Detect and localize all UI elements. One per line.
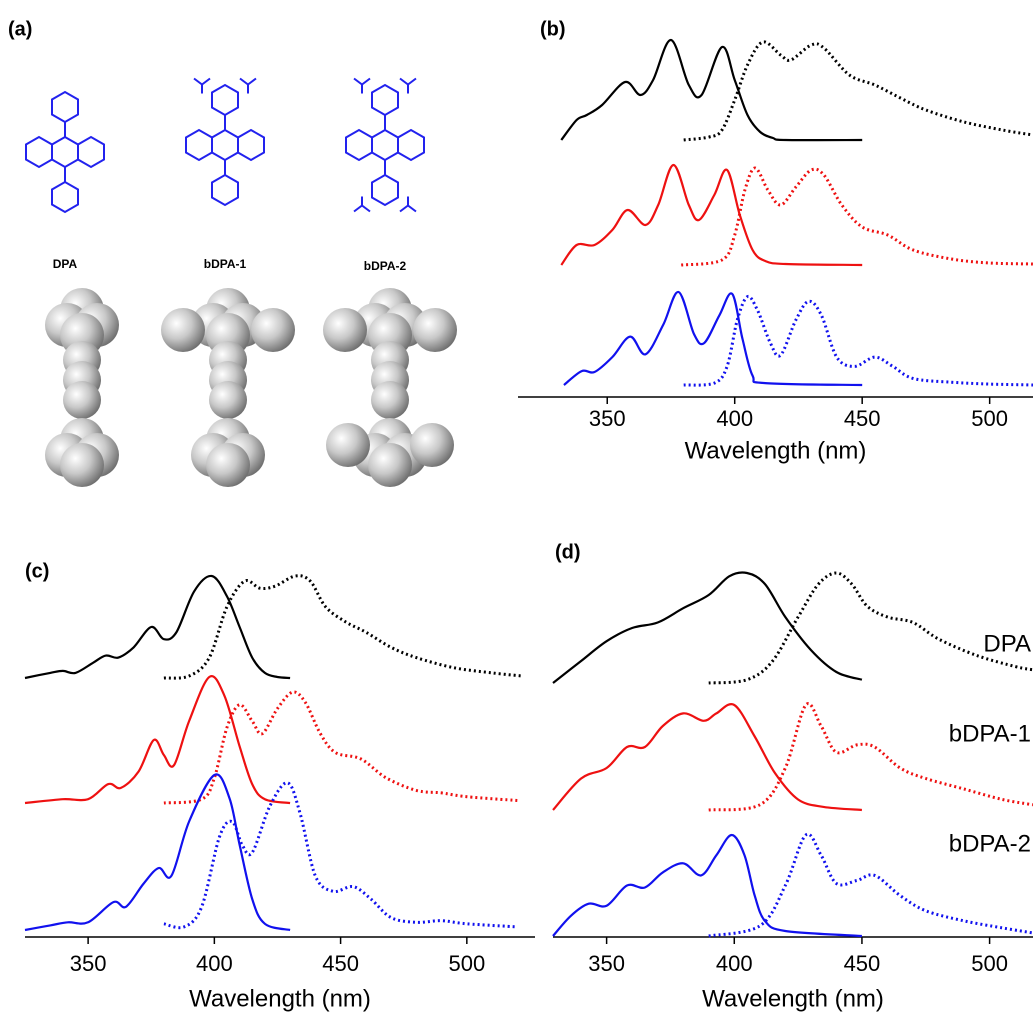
- ring: [78, 137, 104, 167]
- chart: (d) 350 400 450 500 Wavelength (nm) DPA bDPA-1 b…: [553, 541, 1033, 1012]
- ring: [398, 130, 424, 160]
- x-axis-label: Wavelength (nm): [189, 985, 371, 1012]
- ring: [186, 130, 212, 160]
- absorption-line: [564, 292, 862, 385]
- annotation: DPA: [983, 630, 1031, 657]
- annotation: bDPA-1: [949, 720, 1031, 747]
- absorption-line: [25, 676, 290, 803]
- x-axis-label: Wavelength (nm): [685, 437, 867, 464]
- atom: [410, 423, 454, 467]
- atom: [63, 381, 101, 419]
- bond: [202, 79, 210, 85]
- absorption-line: [553, 572, 862, 683]
- emission-line: [164, 692, 517, 803]
- bond: [408, 79, 416, 85]
- bond: [400, 79, 408, 85]
- atom: [326, 423, 370, 467]
- atom: [206, 443, 250, 487]
- atom: [371, 381, 409, 419]
- molecule-label: bDPA-2: [364, 259, 407, 273]
- space-filling-models: [45, 288, 457, 487]
- ring: [52, 137, 78, 167]
- panel-label: (c): [25, 560, 49, 582]
- atom: [209, 381, 247, 419]
- absorption-line: [25, 576, 290, 678]
- chart: (b) 350 400 450 500 Wavelength (nm): [518, 18, 1033, 464]
- absorption-line: [553, 835, 862, 936]
- emission-line: [164, 576, 523, 678]
- figure: (a) DPA bDPA-1 bDPA-2 (b) 350 400 450 500 Wav…: [0, 0, 1033, 1020]
- bond: [408, 206, 416, 212]
- chart: (c) 350 400 450 500 Wavelength (nm): [25, 560, 535, 1012]
- ring: [372, 85, 398, 115]
- absorption-line: [553, 704, 862, 810]
- bond: [362, 206, 370, 212]
- ring: [212, 175, 238, 205]
- bond: [400, 206, 408, 212]
- emission-line: [681, 168, 1033, 265]
- atom: [251, 308, 295, 352]
- atom: [413, 308, 457, 352]
- panel-label: (b): [540, 18, 566, 40]
- bond: [240, 79, 248, 85]
- bond: [194, 79, 202, 85]
- absorption-line: [561, 40, 862, 140]
- x-tick-label: 500: [971, 406, 1008, 431]
- absorption-line: [25, 774, 290, 930]
- panel-label: (a): [8, 18, 32, 40]
- x-tick-label: 450: [322, 951, 359, 976]
- atom: [368, 443, 412, 487]
- x-tick-label: 350: [589, 406, 626, 431]
- emission-line: [709, 573, 1033, 683]
- x-axis-label: Wavelength (nm): [702, 985, 884, 1012]
- ring: [26, 137, 52, 167]
- x-tick-label: 500: [448, 951, 485, 976]
- x-tick-label: 400: [196, 951, 233, 976]
- annotation: bDPA-2: [949, 830, 1031, 857]
- molecule-label: DPA: [53, 257, 78, 271]
- bond: [354, 79, 362, 85]
- emission-line: [164, 783, 517, 928]
- ring: [346, 130, 372, 160]
- ring: [52, 92, 78, 122]
- atom: [161, 308, 205, 352]
- x-tick-label: 450: [844, 406, 881, 431]
- ring: [212, 130, 238, 160]
- ring: [238, 130, 264, 160]
- ring: [372, 130, 398, 160]
- x-tick-label: 450: [844, 951, 881, 976]
- atom: [60, 443, 104, 487]
- atom: [323, 308, 367, 352]
- ring: [212, 85, 238, 115]
- molecule-label: bDPA-1: [204, 257, 247, 271]
- bond: [248, 79, 256, 85]
- emission-line: [684, 42, 1033, 140]
- x-tick-label: 350: [588, 951, 625, 976]
- x-tick-label: 500: [971, 951, 1008, 976]
- x-tick-label: 400: [716, 951, 753, 976]
- bond: [354, 206, 362, 212]
- bond: [362, 79, 370, 85]
- ring: [372, 175, 398, 205]
- panel-label: (d): [555, 541, 581, 563]
- molecule-structures: [26, 79, 424, 213]
- absorption-line: [561, 165, 862, 265]
- ring: [52, 182, 78, 212]
- x-tick-label: 400: [716, 406, 753, 431]
- x-tick-label: 350: [70, 951, 107, 976]
